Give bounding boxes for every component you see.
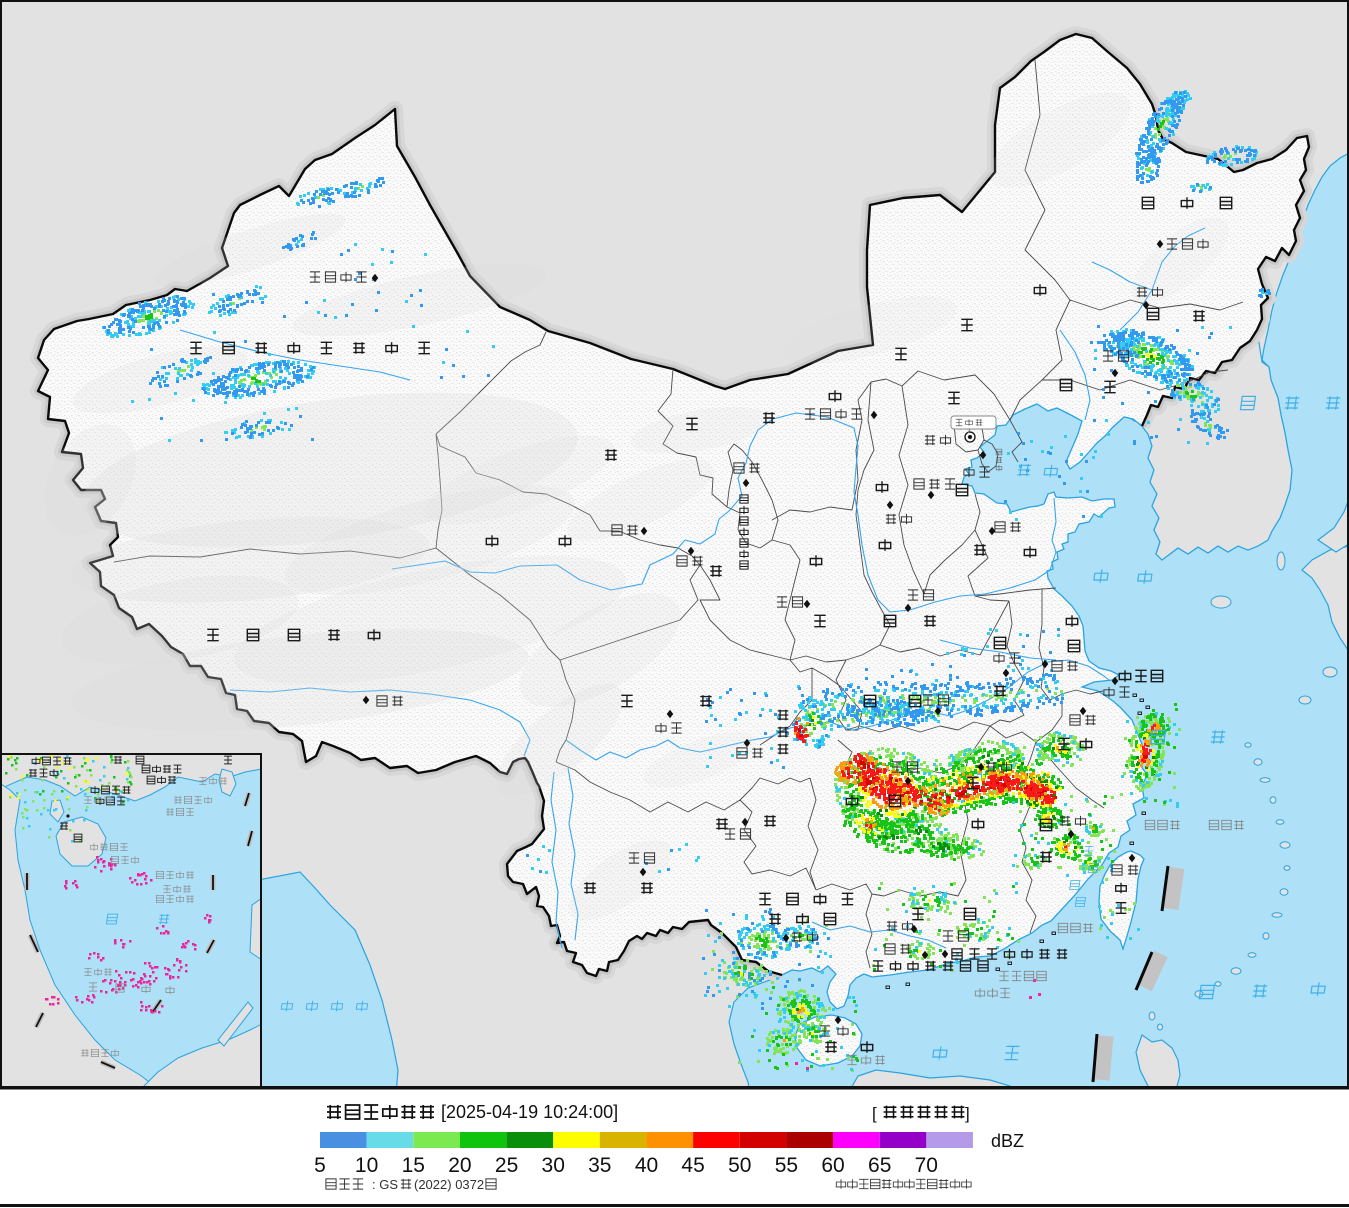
svg-text:35: 35	[588, 1154, 611, 1177]
svg-text:5: 5	[314, 1154, 326, 1177]
svg-text:10: 10	[355, 1154, 378, 1177]
svg-text:20: 20	[448, 1154, 471, 1177]
svg-text:15: 15	[402, 1154, 425, 1177]
svg-text:30: 30	[542, 1154, 565, 1177]
svg-text:40: 40	[635, 1154, 658, 1177]
svg-text:[2025-04-19 10:24:00]: [2025-04-19 10:24:00]	[441, 1102, 618, 1122]
svg-text:[: [	[872, 1104, 877, 1123]
svg-text:: GS: : GS	[372, 1177, 398, 1192]
svg-text:45: 45	[681, 1154, 704, 1177]
svg-text:60: 60	[821, 1154, 844, 1177]
svg-text:(2022) 0372: (2022) 0372	[414, 1177, 484, 1192]
svg-text:65: 65	[868, 1154, 891, 1177]
svg-text:50: 50	[728, 1154, 751, 1177]
svg-text:dBZ: dBZ	[991, 1131, 1024, 1151]
svg-text:]: ]	[965, 1104, 970, 1123]
svg-text:55: 55	[775, 1154, 798, 1177]
svg-text:70: 70	[915, 1154, 938, 1177]
svg-text:25: 25	[495, 1154, 518, 1177]
